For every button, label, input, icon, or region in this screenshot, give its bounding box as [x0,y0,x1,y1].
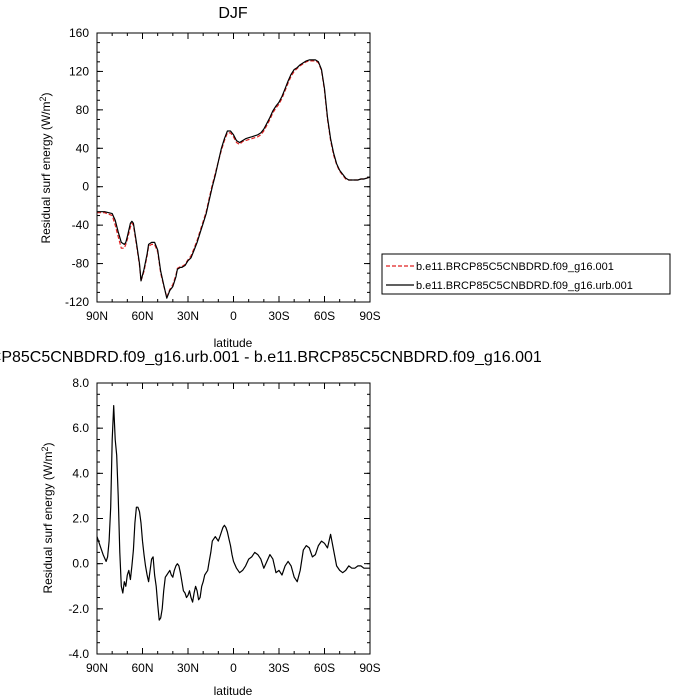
y-tick-label: 80 [76,103,90,117]
x-tick-label: 30N [177,309,199,323]
y-tick-label: -2.0 [68,602,89,616]
x-axis-label: latitude [214,684,253,698]
legend-label-0: b.e11.BRCP85C5CNBDRD.f09_g16.001 [416,261,614,273]
x-tick-label: 60N [131,661,153,675]
plot-area [97,59,371,299]
series-line-1 [97,59,371,299]
x-tick-label: 90S [359,309,380,323]
x-tick-label: 30S [268,661,289,675]
axes: 90N 60N 30N 0 30S 60S 90S -4.0 -2.0 0.0 2.0 4.0 6.0 8… [68,376,380,675]
y-tick-label: -40 [72,218,90,232]
x-tick-label: 0 [230,661,237,675]
y-tick-label: 40 [76,141,90,155]
y-tick-label: -80 [72,257,90,271]
x-tick-label: 90S [359,661,380,675]
x-tick-label: 60S [314,661,335,675]
y-axis-label: Residual surf energy (W/m2) [40,442,55,593]
plot-frame [96,382,371,655]
plot-frame [96,32,371,303]
x-tick-label: 60N [131,309,153,323]
x-tick-label: 0 [230,309,237,323]
y-tick-label: 160 [69,26,89,40]
chart-bottom: b.e11.BRCP85C5CNBDRD.f09_g16.urb.001 - b… [0,349,542,698]
y-tick-label: 8.0 [72,376,89,390]
legend-box [381,253,671,295]
chart-top: DJF 90N 60N 30N 0 30S 60S 90S -120 -80 -40 0 40 80 12… [38,5,671,350]
plot-area [96,405,370,621]
y-tick-label: -120 [65,295,89,309]
y-tick-label: 0 [82,180,89,194]
y-axis-label: Residual surf energy (W/m2) [38,92,53,243]
x-axis-label: latitude [214,336,253,350]
series-line-0 [96,405,370,621]
legend-label-1: b.e11.BRCP85C5CNBDRD.f09_g16.urb.001 [416,280,633,292]
y-tick-label: 4.0 [72,466,89,480]
y-tick-label: -4.0 [68,647,89,661]
x-tick-label: 90N [86,309,108,323]
chart-title: b.e11.BRCP85C5CNBDRD.f09_g16.urb.001 - b… [0,349,542,366]
x-tick-label: 30S [268,309,289,323]
y-tick-label: 2.0 [72,512,89,526]
axes: 90N 60N 30N 0 30S 60S 90S -120 -80 -40 0 40 80 120 160 [65,26,381,323]
chart-title: DJF [218,5,248,22]
x-tick-label: 60S [314,309,335,323]
x-tick-label: 30N [177,661,199,675]
x-tick-label: 90N [86,661,108,675]
legend: b.e11.BRCP85C5CNBDRD.f09_g16.001 b.e11.B… [381,253,671,295]
y-tick-label: 6.0 [72,421,89,435]
series-line-0 [97,60,371,298]
y-tick-label: 120 [69,64,89,78]
y-tick-label: 0.0 [72,557,89,571]
